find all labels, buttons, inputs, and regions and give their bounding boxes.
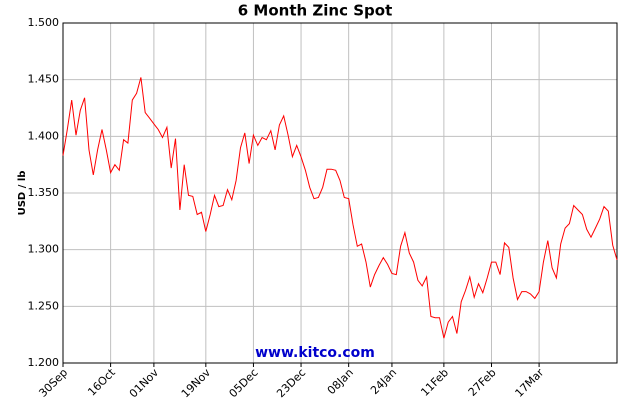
plot xyxy=(62,77,618,339)
y-tick-label: 1.450 xyxy=(28,73,60,86)
price-line xyxy=(62,77,618,339)
y-tick-label: 1.500 xyxy=(28,16,60,29)
chart-title: 6 Month Zinc Spot xyxy=(238,2,392,20)
y-tick-label: 1.300 xyxy=(28,243,60,256)
watermark: www.kitco.com xyxy=(255,345,375,361)
y-tick-label: 1.350 xyxy=(28,186,60,199)
grid xyxy=(62,22,617,364)
plot-frame xyxy=(62,22,618,364)
y-tick-label: 1.400 xyxy=(28,129,60,142)
y-tick-label: 1.200 xyxy=(28,356,60,369)
y-axis-label: USD / lb xyxy=(17,171,28,216)
y-tick-label: 1.250 xyxy=(28,299,60,312)
